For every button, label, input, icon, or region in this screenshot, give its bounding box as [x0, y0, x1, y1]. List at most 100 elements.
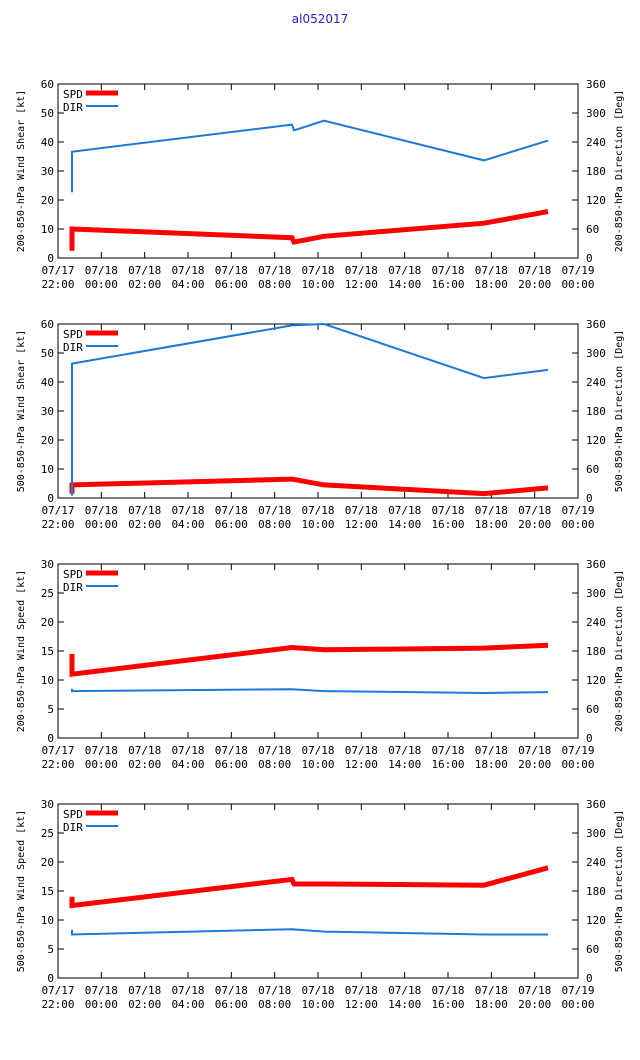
x-tick-label-time: 04:00 [171, 278, 204, 291]
y-right-tick-label: 240 [586, 376, 606, 389]
plot-frame [57, 803, 579, 979]
x-tick-label-date: 07/18 [301, 504, 334, 517]
y-right-tick-label: 60 [586, 703, 599, 716]
y-right-tick-label: 120 [586, 674, 606, 687]
x-tick-label-date: 07/18 [518, 744, 551, 757]
y-right-tick-label: 240 [586, 616, 606, 629]
y-right-tick-label: 120 [586, 434, 606, 447]
y-left-tick-label: 40 [41, 376, 54, 389]
y-right-tick-label: 360 [586, 78, 606, 91]
x-tick-label-time: 22:00 [41, 518, 74, 531]
x-tick-label-time: 00:00 [85, 278, 118, 291]
y-right-tick-label: 120 [586, 914, 606, 927]
x-tick-label-time: 10:00 [301, 518, 334, 531]
x-tick-label-time: 00:00 [561, 758, 594, 771]
x-tick-label-time: 16:00 [431, 278, 464, 291]
x-tick-label-date: 07/18 [388, 504, 421, 517]
legend-label-spd: SPD [63, 328, 83, 341]
y-right-axis-label: 500-850-hPa Direction [Deg] [614, 330, 625, 493]
y-right-tick-label: 360 [586, 318, 606, 331]
y-right-axis-label: 200-850-hPa Direction [Deg] [614, 90, 625, 253]
y-right-tick-label: 60 [586, 223, 599, 236]
x-tick-label-date: 07/18 [388, 744, 421, 757]
x-tick-label-date: 07/18 [345, 264, 378, 277]
y-left-tick-label: 20 [41, 616, 54, 629]
x-tick-label-date: 07/18 [215, 504, 248, 517]
y-right-tick-label: 0 [586, 252, 593, 265]
y-right-tick-label: 240 [586, 136, 606, 149]
x-tick-label-time: 02:00 [128, 518, 161, 531]
y-left-axis-label: 500-850-hPa Wind Speed [kt] [16, 810, 27, 973]
series-dir-line [71, 688, 549, 695]
x-tick-label-date: 07/18 [128, 504, 161, 517]
y-left-tick-label: 15 [41, 645, 54, 658]
x-tick-label-date: 07/18 [431, 744, 464, 757]
x-tick-label-date: 07/18 [85, 504, 118, 517]
x-tick-label-time: 04:00 [171, 758, 204, 771]
y-right-tick-label: 300 [586, 107, 606, 120]
x-tick-label-time: 12:00 [345, 998, 378, 1011]
y-left-tick-label: 15 [41, 885, 54, 898]
y-right-tick-label: 0 [586, 732, 593, 745]
x-tick-label-date: 07/18 [258, 264, 291, 277]
y-right-tick-label: 60 [586, 463, 599, 476]
x-tick-label-date: 07/18 [345, 504, 378, 517]
y-right-axis-label: 200-850-hPa Direction [Deg] [614, 570, 625, 733]
y-left-tick-label: 60 [41, 318, 54, 331]
x-tick-label-date: 07/17 [41, 744, 74, 757]
x-tick-label-date: 07/18 [431, 984, 464, 997]
y-left-tick-label: 25 [41, 827, 54, 840]
y-right-tick-label: 300 [586, 827, 606, 840]
y-left-tick-label: 30 [41, 405, 54, 418]
series-spd-line [69, 865, 549, 909]
x-tick-label-date: 07/18 [258, 984, 291, 997]
y-right-tick-label: 360 [586, 558, 606, 571]
x-tick-label-time: 22:00 [41, 758, 74, 771]
x-tick-label-time: 04:00 [171, 998, 204, 1011]
series-spd-line [69, 642, 549, 678]
x-tick-label-time: 00:00 [85, 758, 118, 771]
x-tick-label-date: 07/18 [301, 984, 334, 997]
x-tick-label-date: 07/18 [171, 984, 204, 997]
x-tick-label-time: 08:00 [258, 998, 291, 1011]
x-tick-label-time: 14:00 [388, 998, 421, 1011]
y-left-tick-label: 10 [41, 463, 54, 476]
x-tick-label-time: 14:00 [388, 758, 421, 771]
y-right-tick-label: 360 [586, 798, 606, 811]
y-left-tick-label: 50 [41, 107, 54, 120]
y-left-tick-label: 10 [41, 223, 54, 236]
y-left-tick-label: 10 [41, 914, 54, 927]
x-tick-label-time: 12:00 [345, 758, 378, 771]
x-tick-label-time: 14:00 [388, 518, 421, 531]
y-left-tick-label: 25 [41, 587, 54, 600]
x-tick-label-time: 06:00 [215, 998, 248, 1011]
y-right-tick-label: 300 [586, 587, 606, 600]
y-left-tick-label: 0 [47, 732, 54, 745]
x-tick-label-date: 07/18 [475, 984, 508, 997]
x-tick-label-date: 07/18 [301, 744, 334, 757]
x-tick-label-time: 02:00 [128, 998, 161, 1011]
series-spd-line [69, 209, 549, 251]
x-tick-label-date: 07/17 [41, 504, 74, 517]
y-right-tick-label: 300 [586, 347, 606, 360]
x-tick-label-date: 07/18 [301, 264, 334, 277]
x-tick-label-date: 07/18 [258, 504, 291, 517]
series-spd-line [69, 476, 549, 497]
x-tick-label-date: 07/18 [171, 744, 204, 757]
x-tick-label-time: 12:00 [345, 518, 378, 531]
y-left-tick-label: 20 [41, 194, 54, 207]
x-tick-label-date: 07/19 [561, 744, 594, 757]
legend-label-spd: SPD [63, 568, 83, 581]
x-tick-label-time: 10:00 [301, 998, 334, 1011]
x-tick-label-date: 07/18 [431, 264, 464, 277]
series-dir-line [71, 119, 549, 193]
x-tick-label-date: 07/18 [171, 264, 204, 277]
x-tick-label-date: 07/17 [41, 984, 74, 997]
x-tick-label-time: 06:00 [215, 278, 248, 291]
x-tick-label-date: 07/18 [258, 744, 291, 757]
x-tick-label-date: 07/18 [388, 984, 421, 997]
x-tick-label-date: 07/18 [518, 504, 551, 517]
x-tick-label-date: 07/18 [128, 744, 161, 757]
y-right-tick-label: 180 [586, 405, 606, 418]
x-tick-label-date: 07/18 [388, 264, 421, 277]
